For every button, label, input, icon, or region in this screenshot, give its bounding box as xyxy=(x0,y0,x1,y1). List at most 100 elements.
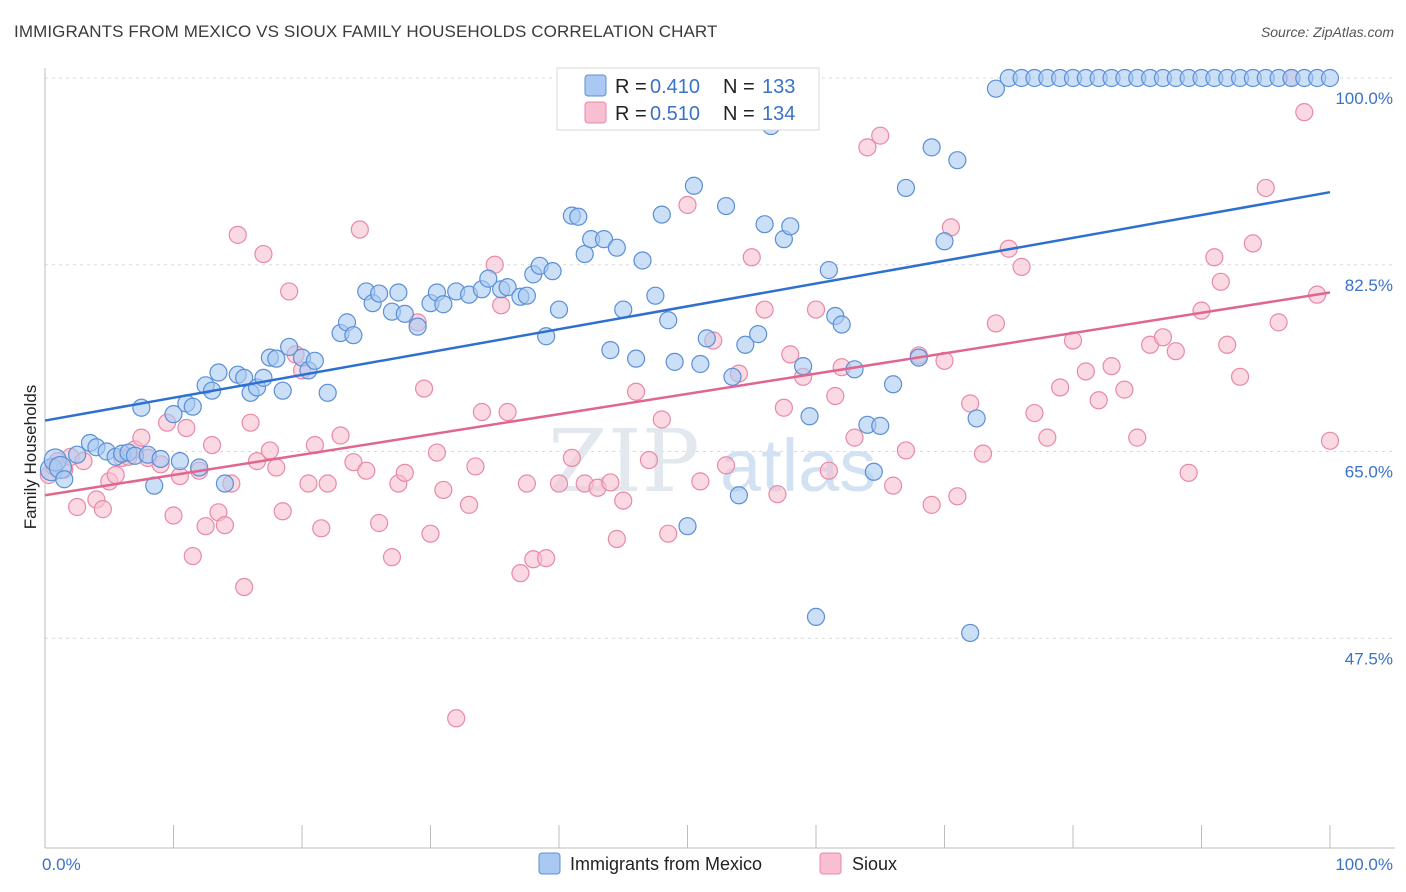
bottom-legend-swatch-mexico xyxy=(538,852,561,875)
legend-swatch-sioux xyxy=(584,101,607,124)
mexico-point-80 xyxy=(691,354,710,374)
sioux-point-125 xyxy=(1230,367,1250,386)
legend-n-value-sioux: 134 xyxy=(762,103,795,125)
mexico-point-76 xyxy=(659,311,678,330)
sioux-point-30 xyxy=(241,413,260,432)
mexico-point-36 xyxy=(305,351,324,370)
sioux-point-75 xyxy=(639,450,659,470)
sioux-point-105 xyxy=(986,314,1006,333)
legend-r-value-mexico: 0.410 xyxy=(650,76,700,98)
sioux-point-73 xyxy=(614,491,633,510)
sioux-point-109 xyxy=(1038,428,1057,447)
sioux-point-108 xyxy=(1025,403,1044,423)
mexico-point-23 xyxy=(209,363,228,382)
mexico-point-72 xyxy=(626,349,646,368)
y-axis-label: Family Households xyxy=(21,385,40,530)
mexico-point-74 xyxy=(646,286,665,305)
sioux-point-84 xyxy=(755,300,774,319)
y-tick-label-2: 65.0% xyxy=(1345,463,1393,482)
mexico-point-31 xyxy=(267,349,286,368)
sioux-point-118 xyxy=(1153,328,1173,347)
sioux-point-56 xyxy=(447,709,466,728)
sioux-point-33 xyxy=(260,441,279,460)
sioux-point-14 xyxy=(132,428,151,447)
mexico-point-77 xyxy=(665,352,684,371)
sioux-point-8 xyxy=(93,500,112,519)
sioux-point-45 xyxy=(350,220,369,239)
mexico-point-40 xyxy=(344,326,363,345)
sioux-point-94 xyxy=(858,138,877,157)
sioux-point-95 xyxy=(871,126,890,145)
sioux-point-132 xyxy=(1320,431,1340,450)
sioux-point-107 xyxy=(1012,257,1031,276)
sioux-point-10 xyxy=(106,465,125,485)
mexico-point-96 xyxy=(832,315,851,334)
mexico-point-56 xyxy=(498,278,517,297)
sioux-point-119 xyxy=(1166,342,1185,361)
y-tick-label-0: 100.0% xyxy=(1335,89,1393,108)
mexico-point-47 xyxy=(408,317,427,336)
trend-line-sioux xyxy=(44,291,1331,497)
sioux-point-26 xyxy=(215,516,234,535)
mexico-point-87 xyxy=(755,215,774,234)
sioux-point-59 xyxy=(472,402,491,422)
sioux-point-54 xyxy=(427,443,447,462)
trend-lines xyxy=(44,190,1331,497)
sioux-point-71 xyxy=(601,473,620,492)
mexico-point-101 xyxy=(883,375,903,394)
bottom-legend-label-mexico: Immigrants from Mexico xyxy=(570,854,762,874)
sioux-points xyxy=(39,68,1340,728)
sioux-point-116 xyxy=(1128,428,1147,447)
sioux-point-32 xyxy=(254,244,273,264)
sioux-point-78 xyxy=(678,195,697,215)
mexico-point-99 xyxy=(864,462,883,481)
sioux-point-122 xyxy=(1205,248,1224,267)
sioux-point-99 xyxy=(922,495,941,514)
sioux-point-87 xyxy=(781,345,800,364)
legend-swatch-mexico xyxy=(584,74,607,97)
sioux-point-63 xyxy=(511,564,530,583)
mexico-point-4 xyxy=(68,445,87,464)
mexico-point-75 xyxy=(652,205,671,224)
y-tick-label-3: 47.5% xyxy=(1345,649,1393,668)
mexico-point-104 xyxy=(922,138,941,157)
sioux-point-47 xyxy=(370,513,389,533)
sioux-point-130 xyxy=(1295,103,1314,122)
sioux-point-28 xyxy=(228,225,247,244)
sioux-point-90 xyxy=(819,461,838,480)
chart-title: IMMIGRANTS FROM MEXICO VS SIOUX FAMILY H… xyxy=(14,22,718,41)
mexico-point-20 xyxy=(190,458,209,477)
mexico-point-46 xyxy=(395,304,414,323)
mexico-point-45 xyxy=(389,283,408,302)
legend-r-value-sioux: 0.510 xyxy=(650,103,700,125)
grid xyxy=(45,77,1395,639)
sioux-point-52 xyxy=(414,379,434,398)
sioux-point-128 xyxy=(1269,313,1288,332)
sioux-point-44 xyxy=(344,453,363,472)
mexico-point-93 xyxy=(806,607,826,627)
sioux-point-89 xyxy=(806,300,826,319)
mexico-point-58 xyxy=(517,286,536,305)
y-tick-labels: 100.0% 82.5% 65.0% 47.5% xyxy=(1335,89,1393,668)
sioux-point-67 xyxy=(549,474,569,493)
sioux-point-18 xyxy=(164,506,183,525)
x-tick-label-1: 100.0% xyxy=(1335,855,1393,874)
sioux-point-102 xyxy=(948,487,967,506)
sioux-point-41 xyxy=(312,519,331,538)
mexico-point-54 xyxy=(479,269,498,288)
sioux-point-81 xyxy=(716,456,736,475)
sioux-point-36 xyxy=(280,282,299,301)
mexico-point-108 xyxy=(967,409,986,428)
source-label: Source: ZipAtlas.com xyxy=(1260,24,1394,40)
sioux-point-23 xyxy=(196,517,215,536)
mexico-point-92 xyxy=(800,407,819,426)
mexico-point-3 xyxy=(55,470,74,489)
sioux-point-83 xyxy=(742,248,761,267)
sioux-point-110 xyxy=(1051,378,1070,397)
sioux-point-72 xyxy=(607,529,626,549)
mexico-point-62 xyxy=(543,262,562,281)
mexico-point-91 xyxy=(794,357,813,376)
mexico-point-90 xyxy=(781,217,800,236)
mexico-point-102 xyxy=(896,178,916,198)
